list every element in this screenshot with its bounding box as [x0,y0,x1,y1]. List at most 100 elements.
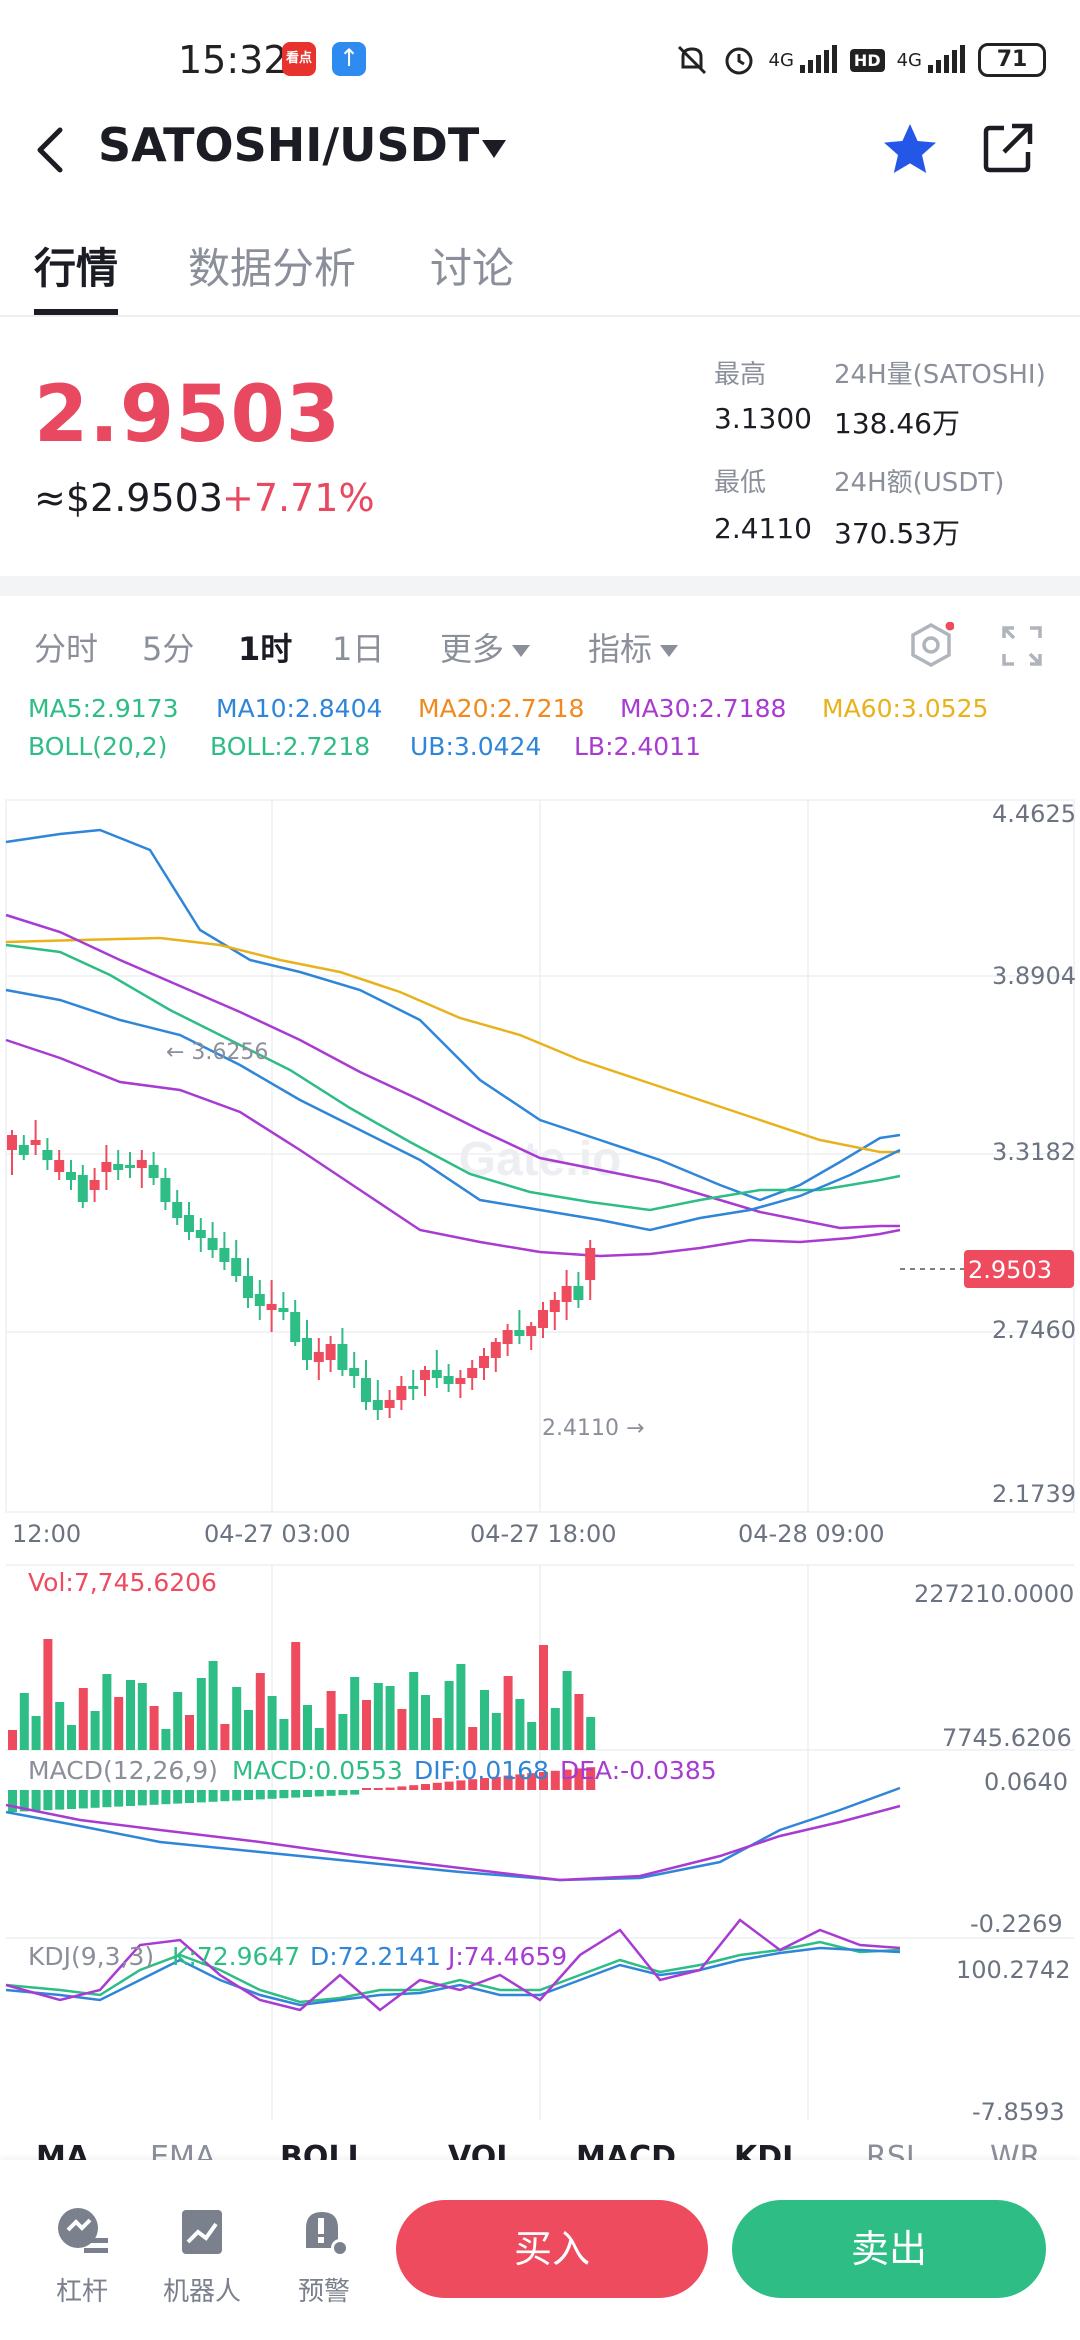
ma30-legend: MA30:2.7188 [620,694,787,723]
volume-bar [350,1677,360,1750]
y-tick-4: 2.7460 [992,1316,1076,1344]
candle-body [172,1202,183,1218]
volume-24h-label: 24H量(SATOSHI) [834,360,1046,390]
macd-bar [255,1790,265,1800]
candle-body [443,1376,454,1384]
favorite-star-icon[interactable] [880,120,940,180]
macd-bar [55,1790,65,1810]
tab-data-analysis[interactable]: 数据分析 [188,244,357,293]
ind-ma[interactable]: MA [36,2140,90,2160]
macd-bar [586,1767,596,1790]
lb-legend: LB:2.4011 [574,732,701,761]
macd-bar [232,1790,242,1801]
tab-market[interactable]: 行情 [34,244,119,293]
ind-wr[interactable]: WR [990,2140,1041,2160]
network-4g-label: 4G [768,49,794,71]
lever-label: 杠杆 [55,2277,108,2307]
ub-line [5,828,901,1202]
tf-5min[interactable]: 5分 [142,630,195,668]
lever-button[interactable]: 杠杆 [32,2204,132,2308]
macd-bar [503,1775,513,1790]
ind-boll[interactable]: BOLL [280,2140,367,2160]
candle-body [384,1400,395,1408]
macd-bar [267,1790,277,1799]
ind-ema[interactable]: EMA [150,2140,216,2160]
volume-bar [43,1639,53,1750]
volume-bar [456,1664,466,1750]
candle-body [266,1304,277,1310]
volume-bar [539,1645,548,1750]
candle-body [396,1386,407,1400]
tab-discussion[interactable]: 讨论 [430,244,515,293]
buy-button[interactable]: 买入 [396,2200,708,2298]
mute-icon [677,45,706,75]
ind-rsi[interactable]: RSI [866,2140,915,2160]
amount-24h-label: 24H额(USDT) [834,468,1005,498]
ind-macd[interactable]: MACD [576,2140,676,2160]
pair-dropdown-icon[interactable] [482,140,506,158]
volume-bar [338,1714,348,1750]
macd-bar [78,1790,88,1809]
share-icon[interactable] [982,122,1034,174]
macd-bar [102,1790,112,1808]
back-arrow-icon[interactable] [30,122,74,178]
volume-bar [303,1705,312,1750]
volume-bar [173,1692,183,1750]
ma20-legend: MA20:2.7218 [418,694,585,723]
sell-button[interactable]: 卖出 [732,2200,1046,2298]
robot-icon [182,2210,222,2254]
volume-bar [126,1680,135,1750]
candle-body [219,1248,230,1262]
tf-1hour[interactable]: 1时 [238,630,293,668]
macd-bar [19,1790,29,1812]
alert-label: 预警 [297,2277,350,2307]
candle-body [148,1165,159,1178]
robot-button[interactable]: 机器人 [152,2204,252,2308]
candle-body [207,1238,218,1250]
candle-body [408,1386,419,1389]
candle-body [585,1248,596,1280]
settings-hexagon-icon[interactable] [908,622,954,668]
macd-bar [291,1790,301,1798]
macd-bar [303,1790,312,1797]
macd-bar [491,1776,501,1790]
volume-bar [515,1699,525,1750]
tf-1day[interactable]: 1日 [332,630,385,668]
ind-kdj[interactable]: KDJ [734,2140,794,2160]
pair-title[interactable]: SATOSHI/USDT [98,118,480,172]
candle-body [113,1164,124,1170]
candle-body [455,1378,466,1384]
bottom-action-bar: 杠杆 机器人 预警 买入 卖出 [0,2160,1080,2340]
tf-time-share[interactable]: 分时 [34,630,99,668]
kdj-max: 100.2742 [956,1956,1071,1984]
candle-body [302,1338,312,1360]
alert-bell-icon [306,2212,349,2257]
ma20-line [5,943,901,1212]
signal-icon [799,45,837,73]
macd-bar [314,1790,324,1797]
volume-bar [67,1725,76,1750]
fullscreen-icon[interactable] [1000,624,1044,668]
candle-body [349,1368,360,1376]
macd-bar [444,1781,454,1790]
ind-vol[interactable]: VOL [448,2140,516,2160]
boll-legend: BOLL(20,2) [28,732,168,761]
candle-body [290,1312,301,1342]
volume-bar [291,1642,301,1750]
candle-body [420,1370,430,1380]
status-time: 15:32 [178,38,288,82]
x-tick-2: 04-27 03:00 [204,1520,351,1548]
tf-more[interactable]: 更多 [440,624,531,670]
ub-legend: UB:3.0424 [410,732,542,761]
macd-bar [550,1770,560,1790]
volume-bar [279,1719,289,1750]
alert-button[interactable]: 预警 [274,2204,374,2308]
candle-body [66,1172,76,1180]
kdj-k-value: K:72.9647 [172,1942,301,1971]
macd-bar [196,1790,206,1803]
volume-bar [550,1708,560,1750]
ma30-line [5,913,900,1230]
tf-indicators[interactable]: 指标 [588,624,679,670]
candlestick-chart[interactable]: Gate.io [0,790,1080,2120]
volume-bar [444,1681,454,1750]
